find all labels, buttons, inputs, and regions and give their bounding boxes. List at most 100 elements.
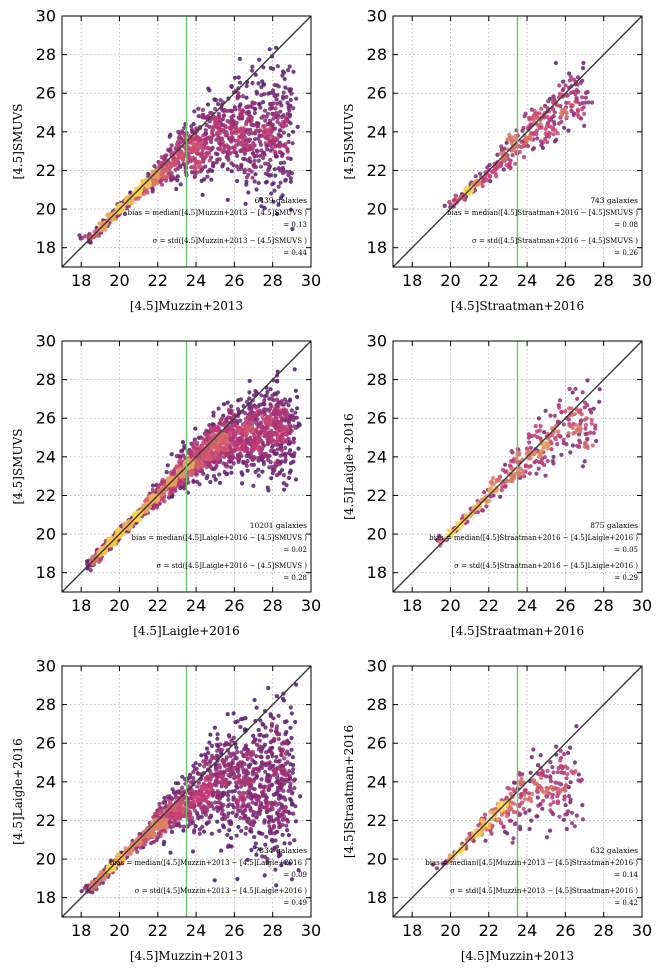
data-point: [158, 805, 163, 810]
data-point: [490, 170, 495, 175]
data-point: [176, 481, 181, 486]
data-point: [265, 485, 270, 490]
data-point: [253, 72, 258, 77]
data-point: [271, 738, 276, 743]
data-point: [542, 455, 548, 460]
data-point: [277, 128, 282, 133]
data-point: [192, 451, 198, 456]
data-point: [583, 90, 589, 95]
data-point: [288, 705, 293, 710]
data-point: [215, 732, 220, 737]
data-point: [180, 440, 185, 445]
data-point: [172, 820, 177, 825]
data-point: [254, 802, 259, 807]
data-point: [202, 752, 208, 757]
data-point: [193, 808, 198, 813]
data-point: [258, 808, 263, 813]
data-point: [270, 112, 275, 117]
data-point: [276, 202, 281, 207]
data-point: [480, 184, 485, 189]
data-point: [229, 431, 234, 436]
data-point: [210, 131, 215, 136]
data-point: [207, 461, 212, 466]
data-point: [137, 189, 143, 194]
bias-value-label: = 0.02: [283, 546, 307, 554]
data-point: [211, 413, 216, 418]
data-point: [295, 394, 300, 400]
y-tick-label: 20: [367, 525, 387, 544]
bias-value-label: = 0.13: [283, 221, 307, 229]
data-point: [237, 56, 242, 62]
data-point: [288, 397, 293, 402]
data-point: [289, 91, 294, 96]
data-point: [240, 136, 245, 141]
y-axis-label: [4.5]SMUVS: [342, 104, 356, 180]
data-point: [259, 204, 264, 209]
data-point: [254, 771, 259, 777]
data-point: [580, 100, 585, 106]
data-point: [250, 80, 255, 86]
data-point: [298, 794, 303, 799]
data-point: [280, 171, 285, 176]
data-point: [226, 149, 231, 154]
data-point: [496, 163, 501, 168]
data-point: [243, 743, 249, 748]
data-point: [238, 815, 243, 821]
data-point: [258, 105, 263, 110]
data-point: [589, 410, 594, 415]
data-point: [272, 188, 277, 193]
data-point: [231, 758, 236, 763]
data-point: [557, 83, 562, 88]
data-point: [254, 814, 259, 820]
data-point: [549, 447, 554, 452]
data-point: [269, 815, 274, 820]
data-point: [532, 460, 537, 465]
data-point: [245, 104, 251, 110]
data-point: [165, 478, 171, 483]
data-point: [259, 85, 264, 90]
data-point: [221, 402, 227, 407]
data-point: [220, 127, 226, 133]
data-point: [275, 379, 280, 384]
data-point: [209, 430, 214, 435]
data-point: [203, 812, 209, 817]
scatter-panel-5: 18 20 22 24 26 28 3018202224262830[4.5]Muzzin+…: [11, 657, 321, 964]
data-point: [165, 794, 170, 799]
data-point: [557, 398, 563, 403]
data-point: [283, 732, 288, 737]
data-point: [531, 130, 537, 135]
data-point: [204, 746, 210, 751]
data-point: [500, 484, 505, 489]
data-point: [204, 449, 209, 454]
data-point: [235, 407, 241, 412]
data-point: [278, 109, 283, 114]
data-point: [277, 821, 282, 827]
data-point: [222, 469, 227, 475]
x-tick-label: 18: [71, 271, 91, 290]
data-point: [257, 57, 262, 62]
data-point: [165, 463, 170, 468]
data-point: [557, 91, 563, 96]
data-point: [279, 781, 284, 786]
data-point: [182, 478, 187, 483]
data-point: [286, 475, 291, 481]
data-point: [193, 824, 198, 829]
data-point: [252, 455, 257, 460]
data-point: [271, 825, 277, 830]
data-point: [251, 733, 256, 739]
data-point: [265, 754, 270, 759]
data-point: [256, 467, 261, 472]
data-point: [512, 475, 517, 480]
data-point: [251, 823, 256, 828]
data-point: [281, 426, 286, 431]
data-point: [546, 134, 552, 139]
x-tick-label: 24: [186, 596, 206, 615]
data-point: [265, 389, 270, 394]
data-point: [84, 883, 89, 888]
data-point: [244, 825, 249, 831]
data-point: [169, 164, 174, 169]
x-tick-label: 18: [402, 596, 422, 615]
data-point: [494, 489, 499, 494]
data-point: [236, 769, 241, 774]
x-tick-label: 30: [632, 596, 652, 615]
